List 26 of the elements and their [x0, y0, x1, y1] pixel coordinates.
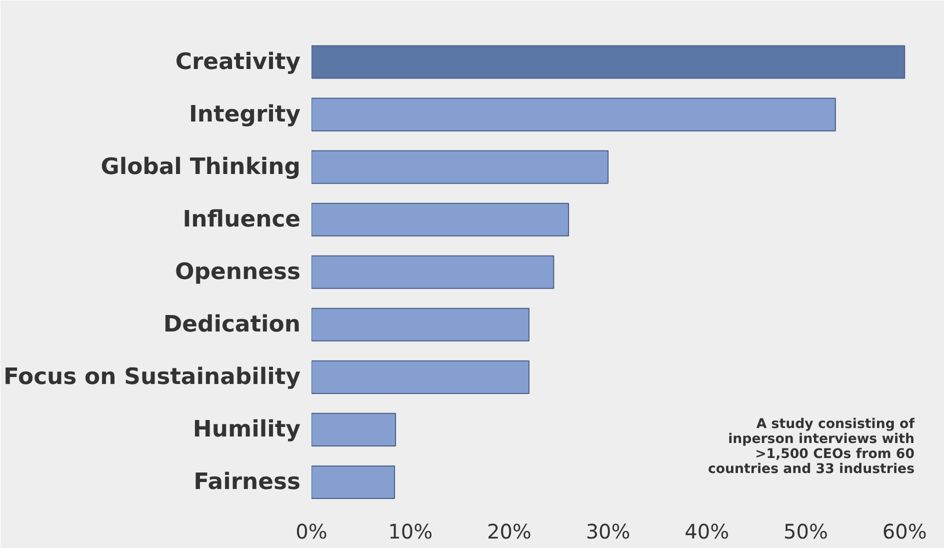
y-tick-label: Creativity [175, 49, 301, 76]
y-tick-label: Global Thinking [100, 154, 301, 180]
x-tick-label: 60% [882, 520, 927, 544]
x-tick-label: 40% [684, 520, 730, 544]
bar [312, 308, 530, 342]
bar [312, 98, 836, 132]
bar [312, 360, 530, 394]
bar [312, 45, 906, 79]
bar [312, 202, 570, 236]
x-tick-label: 20% [486, 520, 532, 544]
y-tick-label: Fairness [194, 469, 300, 496]
y-tick-label: Openness [175, 259, 301, 286]
y-tick-label: Influence [182, 206, 301, 233]
x-tick-label: 10% [388, 520, 433, 544]
y-tick-label: Integrity [188, 102, 301, 128]
x-tick-label: 50% [784, 520, 828, 544]
x-tick-label: 0% [296, 520, 328, 544]
bar [312, 255, 554, 289]
bar [312, 465, 396, 500]
bar [312, 150, 609, 184]
annotation: A study consisting of inperson interviews with >1,500 CEOs from 60 countries and 33 industries [708, 416, 915, 477]
y-tick-label: Humility [192, 416, 301, 443]
bar [312, 412, 396, 446]
y-tick-label: Focus on Sustainability [4, 364, 301, 390]
x-tick-label: 30% [586, 520, 630, 544]
y-tick-label: Dedication [163, 312, 301, 338]
